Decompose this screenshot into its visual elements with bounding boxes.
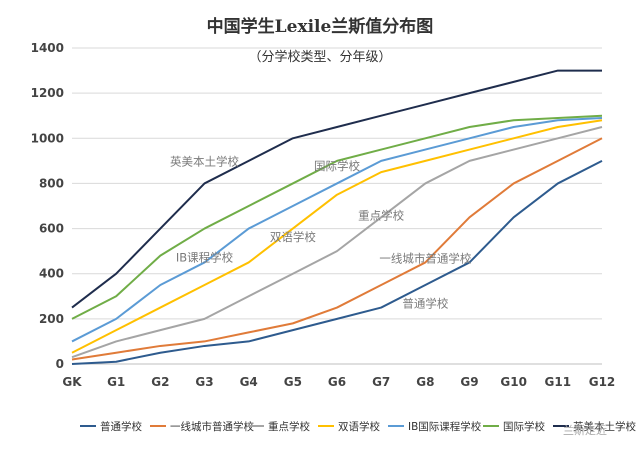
series-line-6 xyxy=(71,69,602,309)
y-axis-ticks: 0 200 400 600 800 1000 1200 1400 xyxy=(31,41,64,371)
x-tick-label: G5 xyxy=(284,375,302,389)
y-tick-label: 0 xyxy=(56,357,64,371)
x-tick-label: G9 xyxy=(460,375,478,389)
grid-lines xyxy=(72,47,602,365)
legend-item-4: IB国际课程学校 xyxy=(388,420,482,433)
x-tick-label: G10 xyxy=(500,375,527,389)
series-line-4 xyxy=(71,116,603,343)
series-line-1 xyxy=(71,137,603,361)
series-line-2 xyxy=(71,126,603,359)
x-tick-label: G3 xyxy=(195,375,213,389)
chart-title: 中国学生Lexile兰斯值分布图 xyxy=(207,16,434,37)
legend-label: 英美本土学校 xyxy=(573,420,636,433)
legend-item-2: 重点学校 xyxy=(248,420,310,433)
legend-item-6: 英美本土学校 xyxy=(553,420,636,433)
legend-item-1: 一线城市普通学校 xyxy=(150,420,254,433)
series-annotation: 重点学校 xyxy=(358,209,404,223)
series-lines xyxy=(71,69,603,365)
series-annotation: 国际学校 xyxy=(314,159,360,173)
legend-label: 普通学校 xyxy=(100,420,142,433)
y-tick-label: 600 xyxy=(39,222,64,236)
legend-item-5: 国际学校 xyxy=(483,420,545,433)
series-annotation: 英美本土学校 xyxy=(170,154,239,168)
series-line-3 xyxy=(71,119,603,354)
series-annotation: 一线城市普通学校 xyxy=(379,251,471,265)
x-tick-label: G6 xyxy=(328,375,346,389)
legend-item-3: 双语学校 xyxy=(318,420,380,433)
legend-label: IB国际课程学校 xyxy=(408,420,482,433)
x-tick-label: G2 xyxy=(151,375,169,389)
y-tick-label: 200 xyxy=(39,312,64,326)
y-tick-label: 800 xyxy=(39,176,64,190)
legend-item-0: 普通学校 xyxy=(80,420,142,433)
series-annotation: 双语学校 xyxy=(270,230,316,244)
y-tick-label: 400 xyxy=(39,267,64,281)
x-axis-ticks: GK G1 G2 G3 G4 G5 G6 G7 G8 G9 G10 G11 G12 xyxy=(62,375,615,389)
series-line-5 xyxy=(71,114,603,320)
legend-label: 重点学校 xyxy=(268,420,310,433)
y-tick-label: 1400 xyxy=(31,41,64,55)
legend: 普通学校 一线城市普通学校 重点学校 双语学校 IB国际课程学校 国际学校 英美本土学校 xyxy=(80,420,636,433)
x-tick-label: G8 xyxy=(416,375,434,389)
series-line-0 xyxy=(71,159,603,365)
x-tick-label: G11 xyxy=(545,375,572,389)
x-tick-label: G12 xyxy=(589,375,616,389)
x-tick-label: G4 xyxy=(240,375,258,389)
y-tick-label: 1000 xyxy=(31,131,64,145)
series-annotation: 普通学校 xyxy=(402,297,448,311)
legend-label: 一线城市普通学校 xyxy=(170,420,254,433)
legend-label: 双语学校 xyxy=(338,420,380,433)
x-tick-label: GK xyxy=(62,375,82,389)
legend-label: 国际学校 xyxy=(503,420,545,433)
x-tick-label: G7 xyxy=(372,375,390,389)
watermark: 兰斯走近 xyxy=(563,424,607,437)
chart-subtitle: （分学校类型、分年级） xyxy=(248,49,391,65)
series-annotation: IB课程学校 xyxy=(176,250,234,264)
y-tick-label: 1200 xyxy=(31,86,64,100)
x-tick-label: G1 xyxy=(107,375,125,389)
